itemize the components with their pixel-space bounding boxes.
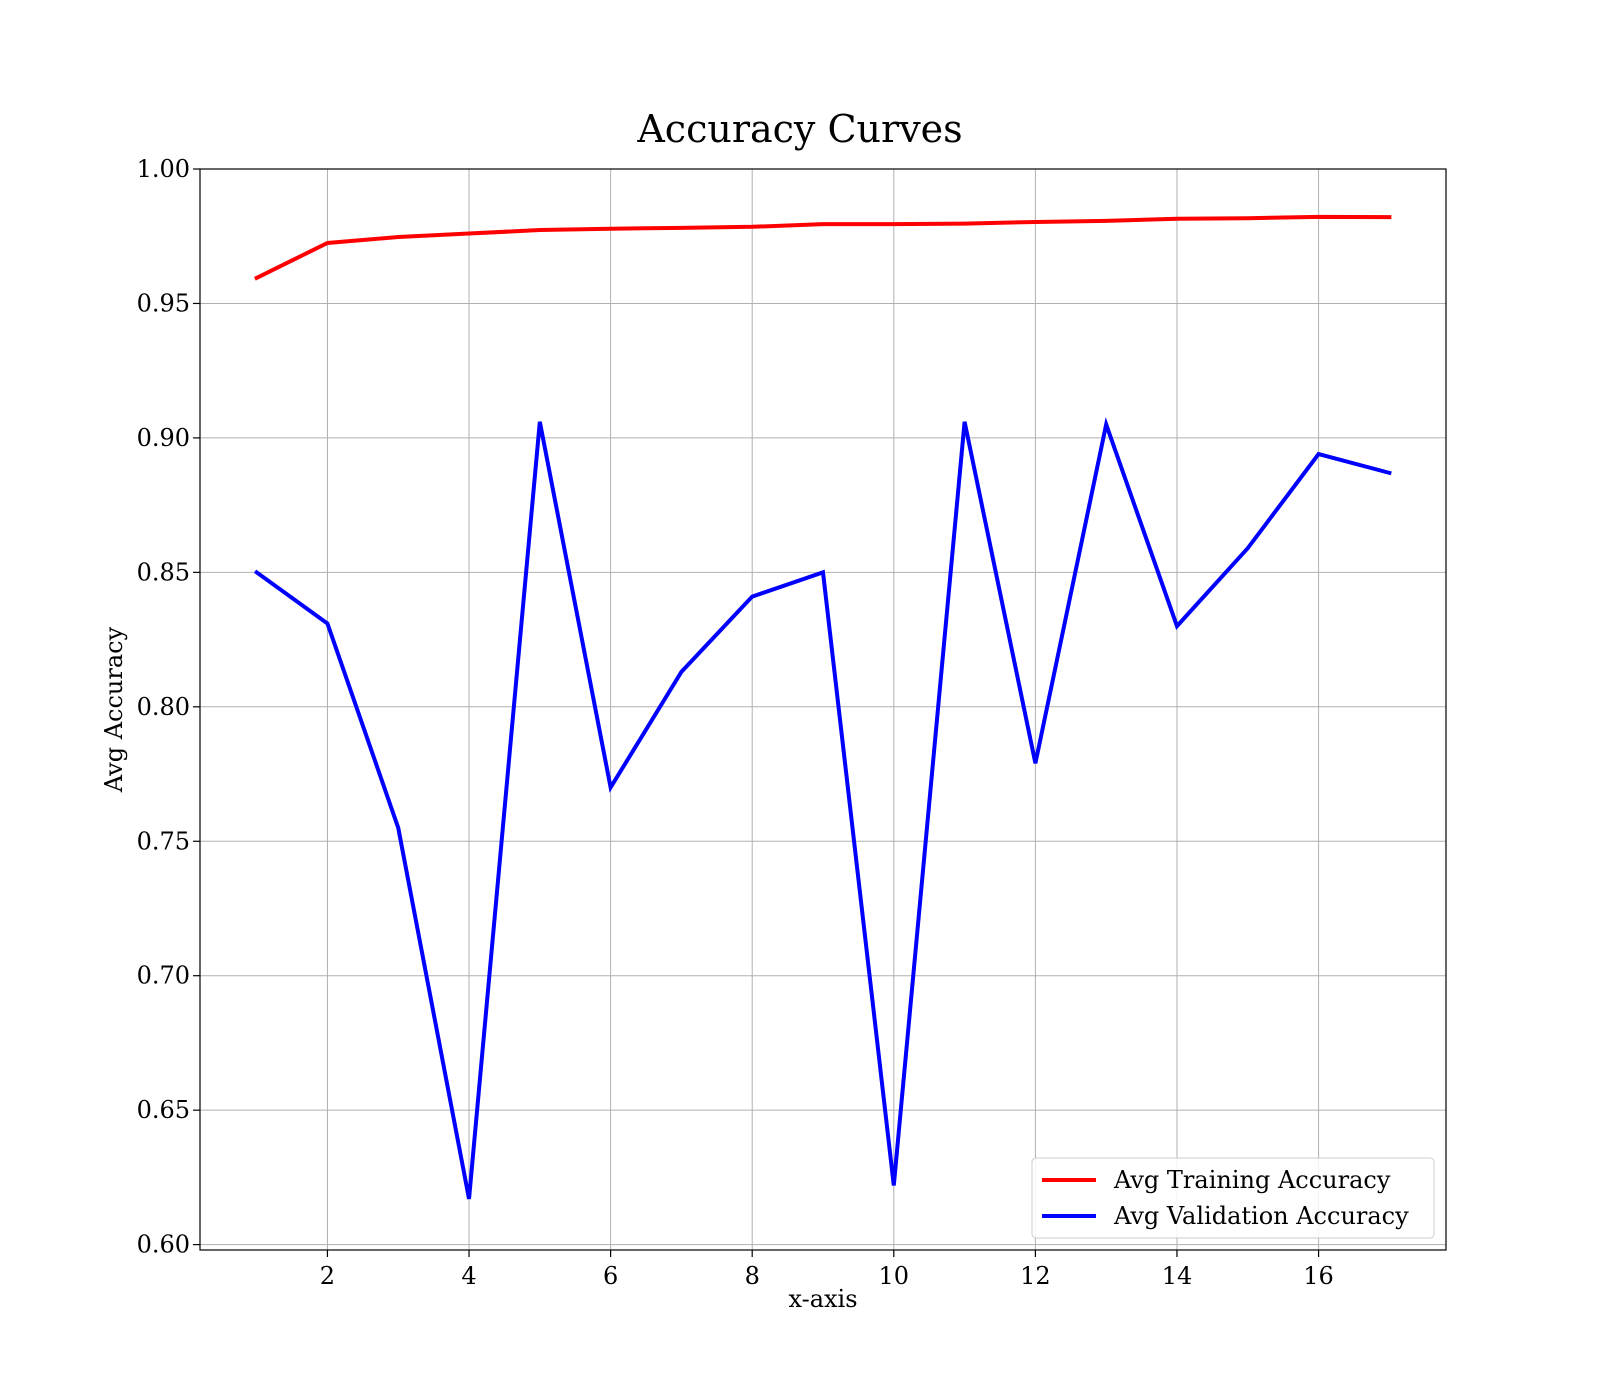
y-tick-label: 0.90 xyxy=(137,424,190,452)
series-lines xyxy=(253,214,1392,1200)
x-tick-label: 4 xyxy=(461,1262,476,1290)
series-line-validation xyxy=(253,417,1392,1200)
series-line-training xyxy=(253,214,1392,281)
x-tick-label: 12 xyxy=(1020,1262,1051,1290)
x-tick-label: 2 xyxy=(320,1262,335,1290)
x-axis-label: x-axis xyxy=(788,1285,857,1313)
chart-title: Accuracy Curves xyxy=(636,107,962,151)
grid-lines xyxy=(200,168,1446,1250)
legend-box xyxy=(1031,1157,1435,1239)
x-tick-label: 6 xyxy=(603,1262,618,1290)
y-tick-label: 0.70 xyxy=(137,962,190,990)
x-tick-label: 16 xyxy=(1303,1262,1334,1290)
y-tick-label: 0.95 xyxy=(137,289,190,317)
y-tick-label: 0.85 xyxy=(137,558,190,586)
axis-ticks: 2 4 6 8 10 12 14 16 0.60 0.65 0.70 0.75 0.80 0.85 0.90… xyxy=(137,155,1334,1290)
y-tick-label: 0.65 xyxy=(137,1096,190,1124)
plot-frame xyxy=(199,168,1447,1251)
legend-label: Avg Validation Accuracy xyxy=(1113,1202,1409,1230)
x-tick-label: 14 xyxy=(1162,1262,1193,1290)
y-axis-label: Avg Accuracy xyxy=(100,626,128,793)
y-tick-label: 1.00 xyxy=(137,155,190,183)
legend: Avg Training Accuracy Avg Validation Accu… xyxy=(1031,1157,1435,1239)
y-tick-label: 0.75 xyxy=(137,827,190,855)
x-tick-label: 8 xyxy=(745,1262,760,1290)
y-tick-label: 0.60 xyxy=(137,1231,190,1259)
x-tick-label: 10 xyxy=(879,1262,910,1290)
legend-label: Avg Training Accuracy xyxy=(1113,1166,1391,1194)
y-tick-label: 0.80 xyxy=(137,693,190,721)
